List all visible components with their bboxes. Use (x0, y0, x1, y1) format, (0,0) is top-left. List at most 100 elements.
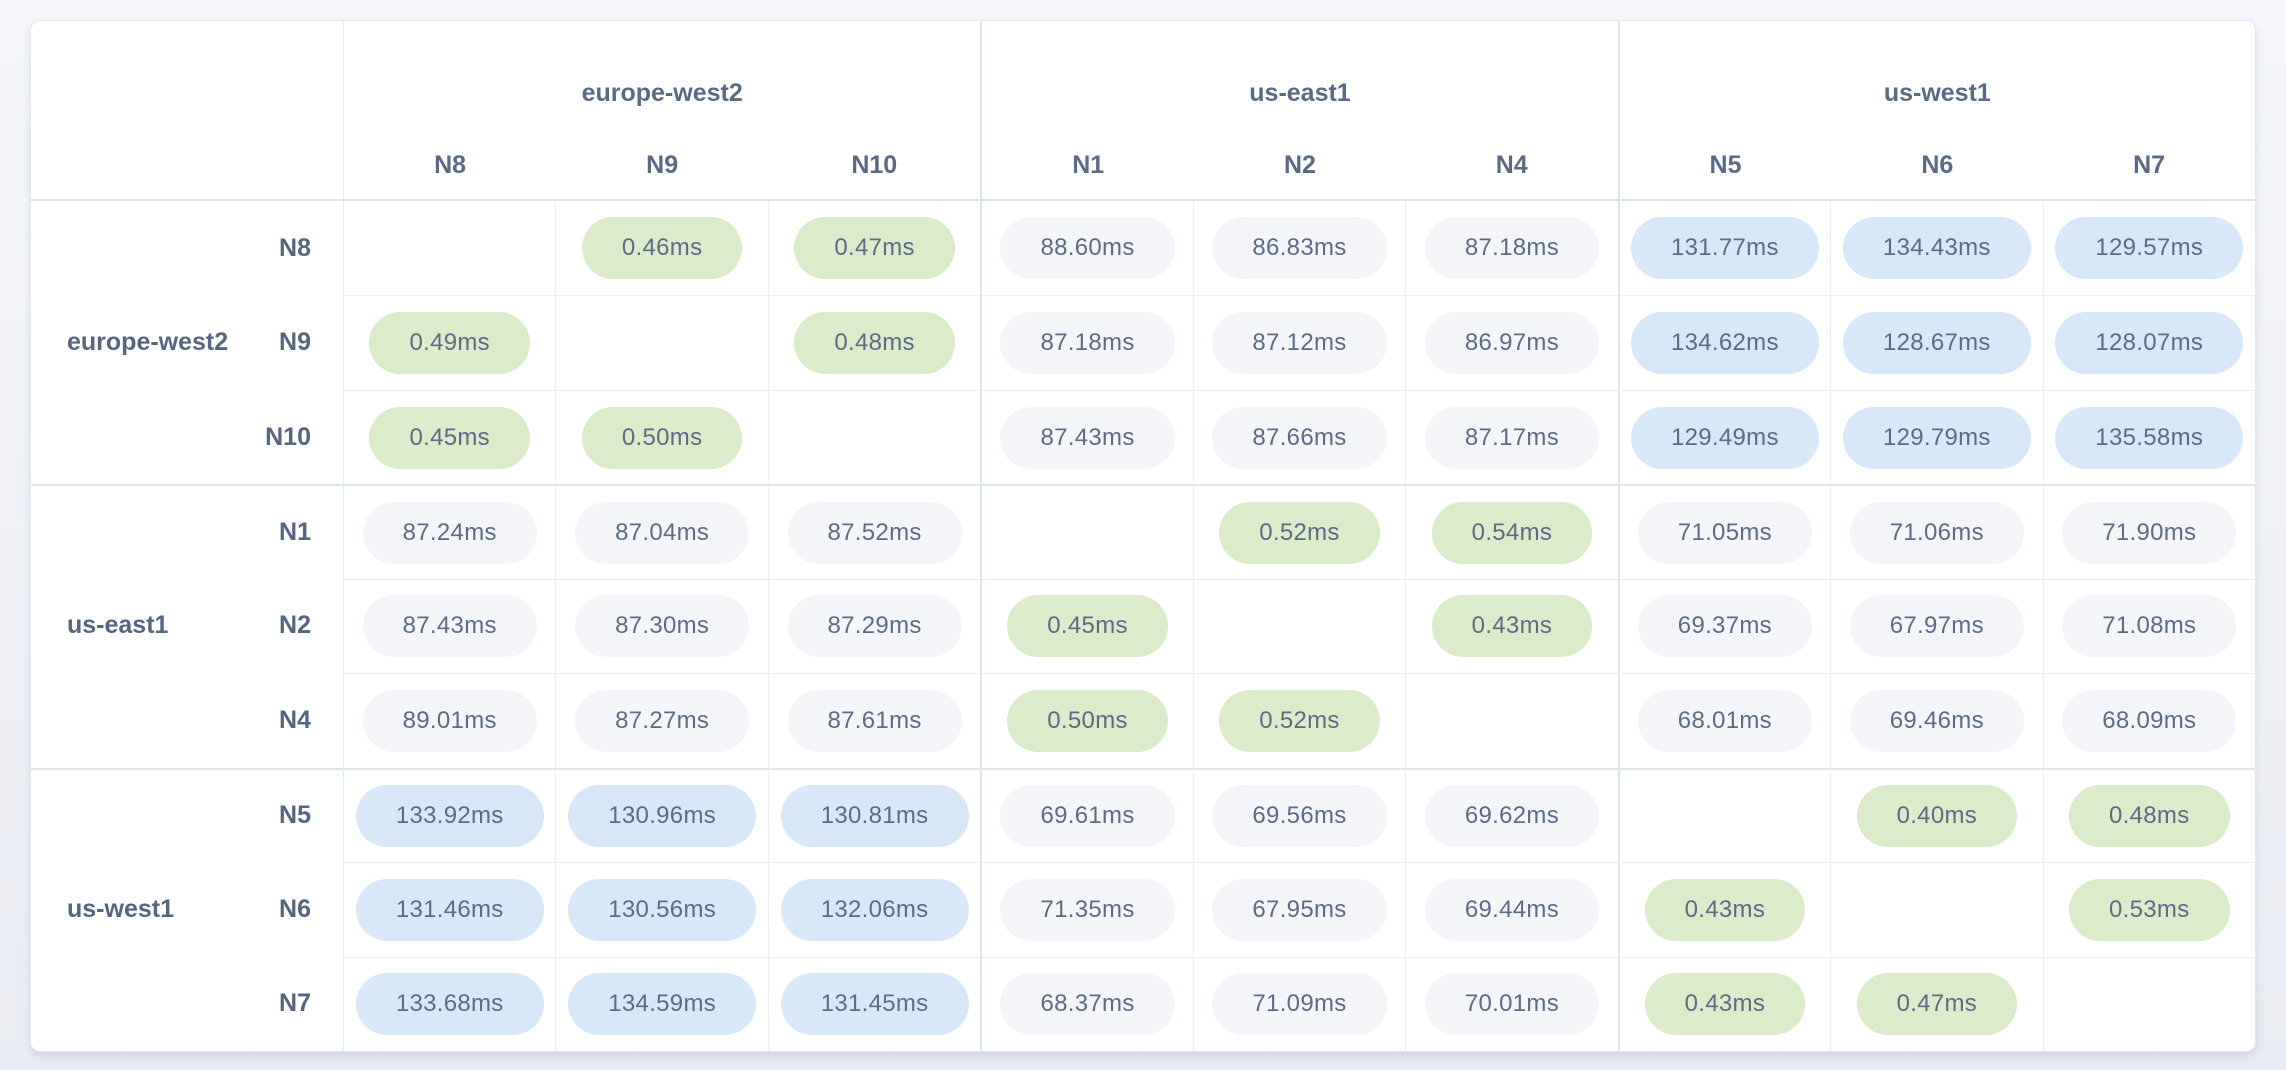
latency-pill: 130.81ms (780, 784, 969, 847)
matrix-row-n4: N4 89.01ms 87.27ms 87.61ms 0.50ms 0.52ms 68.01… (31, 673, 2255, 768)
latency-cell-n4-n8: 89.01ms (343, 673, 556, 768)
row-region-label: europe-west2 (67, 328, 229, 357)
column-group-europe-west2: europe-west2 N8 N9 N10 (343, 21, 980, 199)
row-region-label: us-east1 (67, 611, 169, 640)
latency-pill: 131.77ms (1630, 217, 1819, 280)
row-label-cell-n9: europe-west2 N9 (31, 295, 343, 389)
latency-pill: 131.45ms (780, 973, 969, 1036)
latency-cell-n6-n6 (1830, 862, 2043, 957)
latency-pill: 71.35ms (1000, 878, 1175, 941)
latency-cell-n4-n6: 69.46ms (1830, 673, 2043, 768)
latency-pill: 69.56ms (1212, 784, 1387, 847)
latency-pill: 88.60ms (1000, 217, 1175, 280)
latency-pill: 134.59ms (568, 973, 757, 1036)
latency-pill: 0.45ms (1007, 595, 1168, 658)
latency-pill: 0.43ms (1431, 595, 1593, 658)
latency-pill: 87.12ms (1212, 312, 1387, 375)
latency-pill: 131.46ms (355, 878, 544, 941)
matrix-row-n9: europe-west2 N9 0.49ms 0.48ms 87.18ms 87.12ms… (31, 295, 2255, 390)
latency-pill: 128.07ms (2055, 312, 2244, 375)
row-node-label: N9 (279, 328, 311, 357)
latency-cell-n9-n10: 0.48ms (767, 295, 981, 390)
latency-cell-n8-n1: 88.60ms (980, 201, 1192, 296)
latency-pill: 71.06ms (1849, 501, 2024, 564)
row-label-cell-n10: N10 (31, 390, 343, 484)
latency-pill: 87.24ms (362, 501, 537, 564)
latency-pill: 89.01ms (362, 689, 537, 752)
matrix-body: N8 0.46ms 0.47ms 88.60ms 86.83ms 87.18ms 131.7… (31, 201, 2255, 1051)
latency-cell-n2-n9: 87.30ms (555, 578, 768, 674)
latency-cell-n9-n7: 128.07ms (2042, 295, 2255, 390)
latency-cell-n10-n4: 87.17ms (1405, 389, 1618, 485)
latency-cell-n8-n4: 87.18ms (1405, 201, 1617, 296)
latency-cell-n10-n8: 0.45ms (343, 389, 556, 485)
latency-cell-n4-n9: 87.27ms (555, 673, 768, 768)
row-node-label: N1 (279, 518, 311, 547)
latency-cell-n4-n10: 87.61ms (767, 673, 981, 768)
latency-cell-n10-n6: 129.79ms (1830, 389, 2043, 485)
latency-cell-n2-n6: 67.97ms (1830, 578, 2043, 674)
latency-cell-n9-n9 (555, 295, 768, 390)
latency-pill: 71.09ms (1212, 973, 1387, 1036)
latency-cell-n4-n1: 0.50ms (980, 673, 1193, 768)
latency-cell-n6-n10: 132.06ms (767, 862, 981, 957)
latency-pill: 87.29ms (787, 595, 962, 658)
row-node-label: N8 (279, 233, 311, 262)
latency-pill: 68.01ms (1637, 689, 1812, 752)
column-header-n10: N10 (851, 150, 898, 179)
latency-pill: 69.44ms (1424, 878, 1600, 941)
latency-pill: 130.96ms (568, 784, 757, 847)
latency-cell-n7-n8: 133.68ms (343, 956, 556, 1051)
latency-pill: 0.52ms (1219, 501, 1380, 564)
latency-cell-n1-n2: 0.52ms (1192, 484, 1406, 579)
latency-pill: 0.43ms (1644, 878, 1806, 941)
latency-cell-n2-n4: 0.43ms (1405, 578, 1618, 674)
row-label-cell-n1: N1 (31, 484, 343, 578)
latency-cell-n10-n7: 135.58ms (2042, 389, 2255, 485)
matrix-row-n6: us-west1 N6 131.46ms 130.56ms 132.06ms 71.35m… (31, 862, 2255, 957)
matrix-row-n7: N7 133.68ms 134.59ms 131.45ms 68.37ms 71.09ms… (31, 956, 2255, 1051)
matrix-header: europe-west2 N8 N9 N10 us-east1 N1 N2 N4… (31, 21, 2255, 201)
latency-cell-n1-n5: 71.05ms (1617, 484, 1831, 579)
latency-pill: 87.18ms (1000, 312, 1175, 375)
latency-cell-n9-n1: 87.18ms (980, 295, 1193, 390)
latency-cell-n8-n8 (343, 201, 555, 296)
row-label-cell-n5: N5 (31, 767, 343, 862)
latency-cell-n9-n8: 0.49ms (343, 295, 556, 390)
latency-pill: 67.97ms (1849, 595, 2024, 658)
latency-cell-n8-n6: 134.43ms (1830, 201, 2042, 296)
row-node-label: N2 (279, 611, 311, 640)
latency-pill: 69.61ms (1000, 784, 1175, 847)
column-header-n7: N7 (2133, 150, 2166, 179)
latency-pill: 133.92ms (355, 784, 544, 847)
latency-cell-n5-n4: 69.62ms (1405, 767, 1618, 863)
latency-matrix-card: europe-west2 N8 N9 N10 us-east1 N1 N2 N4… (30, 20, 2256, 1052)
matrix-row-n1: N1 87.24ms 87.04ms 87.52ms 0.52ms 0.54ms 71.05… (31, 484, 2255, 579)
latency-pill: 68.37ms (1000, 973, 1175, 1036)
latency-cell-n8-n7: 129.57ms (2042, 201, 2255, 296)
latency-pill: 0.40ms (1856, 784, 2018, 847)
latency-cell-n2-n7: 71.08ms (2042, 578, 2255, 674)
column-header-n6: N6 (1921, 150, 1954, 179)
corner-cell (31, 21, 343, 199)
row-node-label: N10 (265, 422, 311, 451)
latency-cell-n7-n6: 0.47ms (1830, 956, 2043, 1051)
row-node-label: N5 (279, 801, 311, 830)
matrix-row-n8: N8 0.46ms 0.47ms 88.60ms 86.83ms 87.18ms 131.7… (31, 201, 2255, 296)
latency-cell-n1-n7: 71.90ms (2042, 484, 2255, 579)
latency-cell-n9-n6: 128.67ms (1830, 295, 2043, 390)
latency-cell-n5-n9: 130.96ms (555, 767, 768, 863)
latency-pill: 0.48ms (794, 312, 955, 375)
latency-pill: 128.67ms (1842, 312, 2031, 375)
latency-cell-n5-n2: 69.56ms (1192, 767, 1406, 863)
latency-cell-n4-n4 (1405, 673, 1618, 768)
latency-cell-n4-n2: 0.52ms (1192, 673, 1406, 768)
latency-pill: 69.62ms (1424, 784, 1600, 847)
latency-pill: 0.50ms (581, 406, 743, 469)
latency-cell-n2-n10: 87.29ms (767, 578, 981, 674)
latency-cell-n5-n1: 69.61ms (980, 767, 1193, 863)
latency-pill: 87.43ms (362, 595, 537, 658)
latency-pill: 0.53ms (2069, 878, 2230, 941)
latency-cell-n7-n10: 131.45ms (767, 956, 981, 1051)
latency-pill: 68.09ms (2062, 689, 2237, 752)
